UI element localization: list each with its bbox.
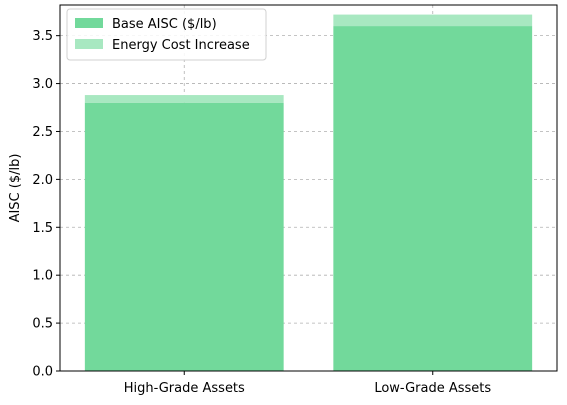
x-axis: High-Grade Assets Low-Grade Assets [124,371,491,396]
y-axis-label: AISC ($/lb) [8,154,23,223]
legend-label: Base AISC ($/lb) [112,17,217,32]
y-tick-label: 3.0 [32,77,53,92]
bars [84,14,533,372]
y-tick-label: 0.0 [32,365,53,380]
bar-base-aisc [84,102,284,371]
bar-energy-cost-increase [84,95,284,103]
legend-label: Energy Cost Increase [112,38,250,53]
legend-box [66,8,267,61]
y-tick-label: 2.0 [32,173,53,188]
legend: Base AISC ($/lb) Energy Cost Increase [66,8,267,61]
legend-swatch [75,18,103,28]
plot-frame [59,4,558,372]
x-tick-label: Low-Grade Assets [374,381,491,396]
y-tick-label: 3.5 [32,29,53,44]
y-tick-label: 2.5 [32,125,53,140]
y-tick-label: 1.0 [32,269,53,284]
y-axis: 0.0 0.5 1.0 1.5 2.0 2.5 3.0 3.5 [32,29,60,380]
bar-energy-cost-increase [333,14,533,27]
y-tick-label: 0.5 [32,317,53,332]
legend-swatch [75,39,103,49]
y-tick-label: 1.5 [32,221,53,236]
bar-base-aisc [333,26,533,372]
x-tick-label: High-Grade Assets [124,381,245,396]
